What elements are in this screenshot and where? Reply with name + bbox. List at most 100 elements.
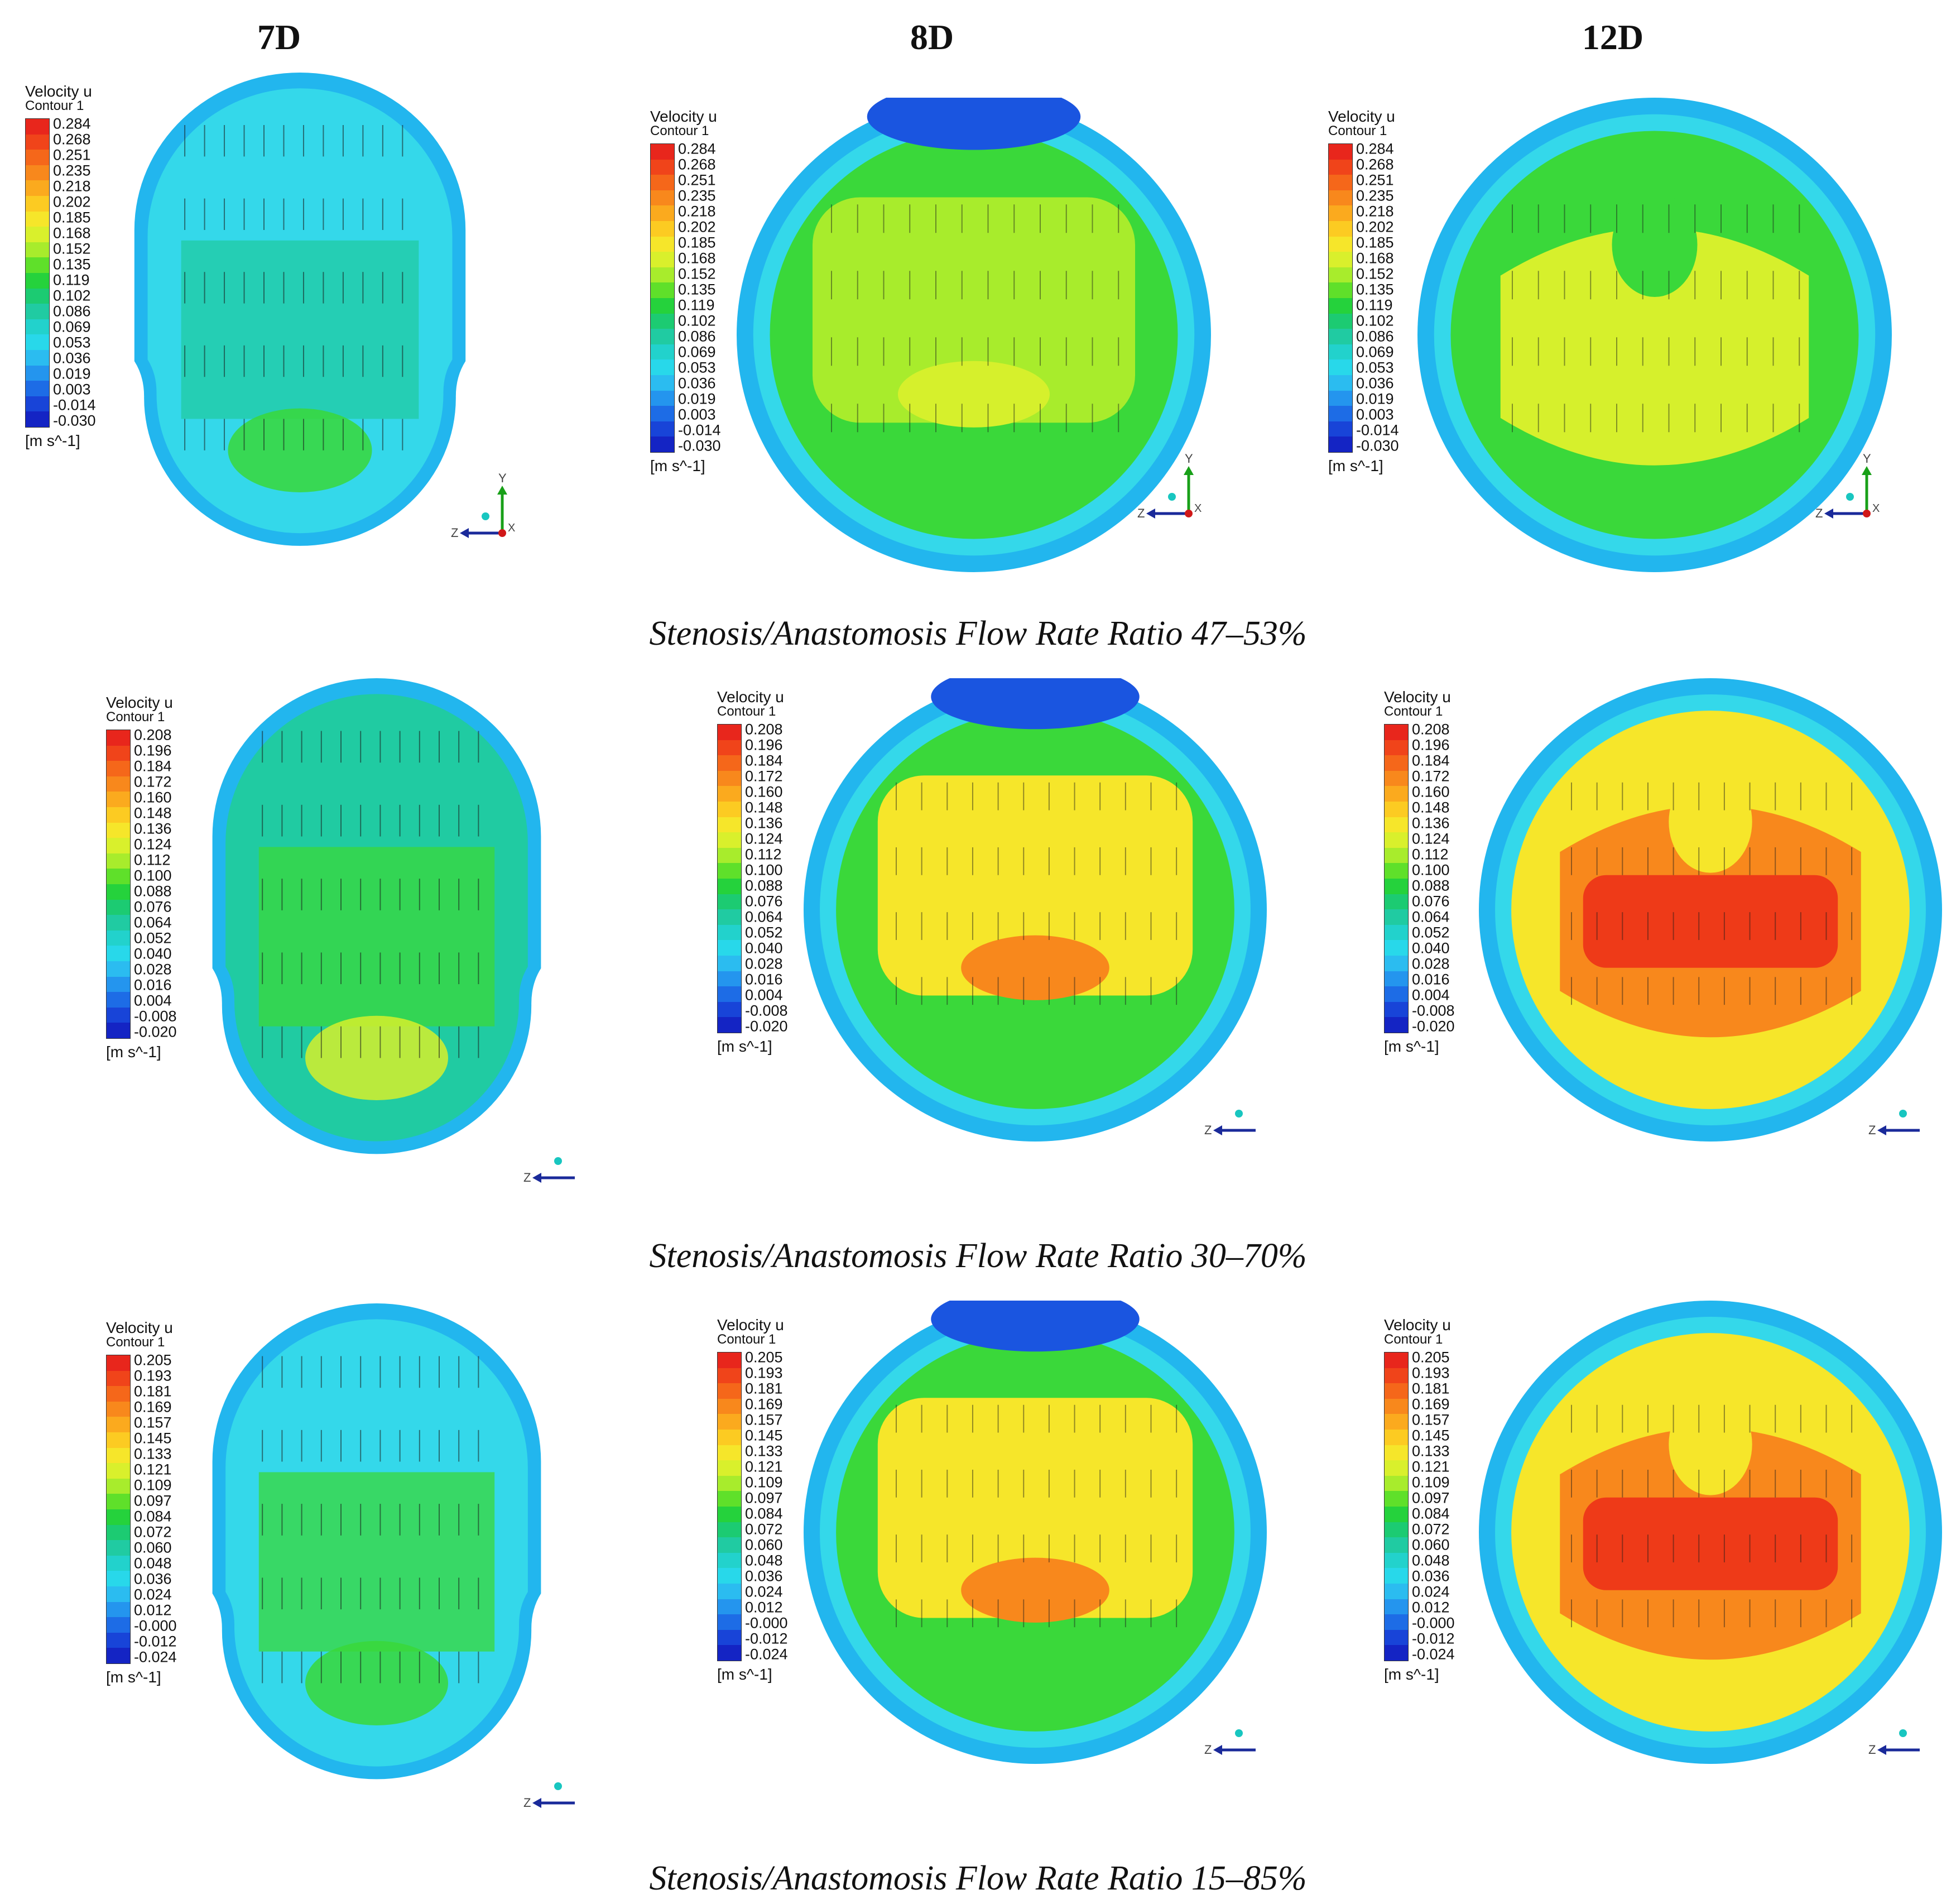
axis-triad-r3-c1: Z <box>523 1782 575 1810</box>
contour-notch <box>1669 771 1752 873</box>
contour-low-cap <box>867 98 1081 150</box>
legend-unit: [m s^-1] <box>1384 1666 1439 1683</box>
legend-tick: 0.024 <box>745 1583 783 1600</box>
legend-tick: 0.152 <box>53 240 91 257</box>
legend-r3-c2: Velocity u Contour 1 0.205 0.193 0.181 0.169 0… <box>717 1317 788 1686</box>
legend-tick: 0.145 <box>745 1427 783 1444</box>
row-caption-3: Stenosis/Anastomosis Flow Rate Ratio 15–… <box>649 1859 1307 1897</box>
legend-tick: 0.202 <box>53 193 91 210</box>
z-axis-arrow <box>1213 1745 1222 1755</box>
legend-title: Velocity u <box>717 688 784 706</box>
contour-spot <box>961 935 1109 1000</box>
legend-tick: 0.208 <box>134 726 172 744</box>
contour-core-band <box>181 240 419 419</box>
z-axis-label: Z <box>451 526 458 540</box>
z-axis-arrow <box>1146 509 1155 519</box>
legend-tick: 0.100 <box>1412 861 1450 879</box>
legend-tick: 0.112 <box>745 846 782 863</box>
legend-colorbar <box>1384 1352 1409 1661</box>
column-header-12d: 12D <box>1582 17 1644 57</box>
axis-triad-r2-c3: Z <box>1868 1110 1920 1137</box>
row-caption-1: Stenosis/Anastomosis Flow Rate Ratio 47–… <box>649 615 1307 653</box>
x-axis-label: X <box>508 522 515 534</box>
z-axis-label: Z <box>523 1171 531 1184</box>
legend-tick: 0.202 <box>1356 218 1394 236</box>
legend-tick: 0.193 <box>1412 1364 1450 1382</box>
legend-scale: 0.284 0.268 0.251 0.235 0.218 0.202 0.185 0.168… <box>650 140 721 477</box>
legend-unit: [m s^-1] <box>1328 457 1383 474</box>
legend-tick: 0.016 <box>745 971 783 988</box>
legend-tick: 0.284 <box>678 140 716 157</box>
contour-low-cap <box>931 1301 1140 1352</box>
legend-subtitle: Contour 1 <box>1384 1332 1443 1347</box>
legend-tick: 0.119 <box>678 296 715 314</box>
legend-colorbar <box>717 724 742 1033</box>
legend-tick: 0.064 <box>134 914 172 931</box>
legend-unit: [m s^-1] <box>1384 1038 1439 1055</box>
legend-tick: -0.012 <box>1412 1630 1455 1647</box>
x-axis-label: X <box>1194 502 1202 515</box>
legend-tick: 0.012 <box>745 1599 783 1616</box>
legend-tick: 0.028 <box>134 961 172 978</box>
contour-spot <box>961 1557 1109 1623</box>
legend-subtitle: Contour 1 <box>717 1332 776 1347</box>
legend-tick: 0.012 <box>1412 1599 1450 1616</box>
legend-tick: 0.124 <box>1412 830 1450 847</box>
legend-tick: 0.196 <box>1412 736 1450 754</box>
legend-tick: 0.135 <box>678 281 716 298</box>
legend-tick: 0.184 <box>745 752 783 769</box>
legend-tick: 0.048 <box>745 1552 783 1569</box>
legend-tick: 0.036 <box>678 375 716 392</box>
legend-tick: 0.185 <box>678 234 716 251</box>
legend-tick: 0.036 <box>134 1570 172 1588</box>
legend-tick: 0.052 <box>1412 924 1450 941</box>
contour-plot-r1-c3 <box>1417 98 1892 572</box>
legend-colorbar <box>717 1352 742 1661</box>
legend-tick: 0.168 <box>1356 250 1394 267</box>
legend-tick: 0.016 <box>1412 971 1450 988</box>
legend-tick: 0.084 <box>134 1508 172 1525</box>
z-axis-label: Z <box>1815 506 1823 520</box>
z-axis-label: Z <box>1868 1123 1876 1137</box>
legend-tick: 0.235 <box>1356 187 1394 204</box>
legend-tick: 0.148 <box>745 799 783 816</box>
legend-tick: 0.157 <box>745 1411 783 1428</box>
legend-r2-c3: Velocity u Contour 1 0.208 0.196 0.184 0.172 0… <box>1384 689 1455 1058</box>
legend-tick: 0.121 <box>134 1461 172 1478</box>
contour-notch <box>1669 1393 1752 1495</box>
x-axis-marker <box>1185 510 1193 517</box>
legend-r2-c1: Velocity u Contour 1 0.208 0.196 0.184 0.172 0… <box>106 695 177 1063</box>
legend-tick: 0.181 <box>134 1383 172 1400</box>
contour-spot <box>1524 299 1785 395</box>
legend-tick: 0.072 <box>745 1521 783 1538</box>
legend-tick: 0.036 <box>1356 375 1394 392</box>
legend-r1-c2: Velocity u Contour 1 0.284 0.268 0.251 0.235 0… <box>650 109 721 477</box>
z-axis-label: Z <box>1868 1743 1876 1757</box>
legend-subtitle: Contour 1 <box>25 98 84 113</box>
axis-origin-dot <box>482 512 489 520</box>
legend-tick: 0.168 <box>678 250 716 267</box>
legend-tick: 0.157 <box>134 1414 172 1431</box>
legend-tick: 0.086 <box>1356 328 1394 345</box>
axis-origin-dot <box>1168 493 1176 501</box>
legend-unit: [m s^-1] <box>717 1038 772 1055</box>
legend-tick: 0.112 <box>134 851 171 869</box>
legend-tick: 0.028 <box>745 955 783 972</box>
contour-spot <box>1583 875 1838 968</box>
legend-tick: 0.196 <box>134 742 172 759</box>
legend-tick: -0.000 <box>134 1617 177 1634</box>
legend-tick: 0.135 <box>53 256 91 273</box>
z-axis-label: Z <box>1204 1123 1212 1137</box>
legend-tick: 0.124 <box>134 836 172 853</box>
z-axis-label: Z <box>1204 1743 1212 1757</box>
legend-scale: 0.205 0.193 0.181 0.169 0.157 0.145 0.133 0.121… <box>106 1353 177 1689</box>
legend-tick: 0.019 <box>678 390 716 407</box>
legend-tick: 0.024 <box>134 1586 172 1603</box>
legend-tick: 0.181 <box>1412 1380 1450 1397</box>
legend-tick: 0.218 <box>678 203 716 220</box>
legend-tick: 0.124 <box>745 830 783 847</box>
contour-plot-r2-c2 <box>804 678 1267 1142</box>
legend-tick: -0.012 <box>134 1633 177 1650</box>
legend-tick: 0.052 <box>745 924 783 941</box>
legend-tick: -0.030 <box>53 412 96 429</box>
